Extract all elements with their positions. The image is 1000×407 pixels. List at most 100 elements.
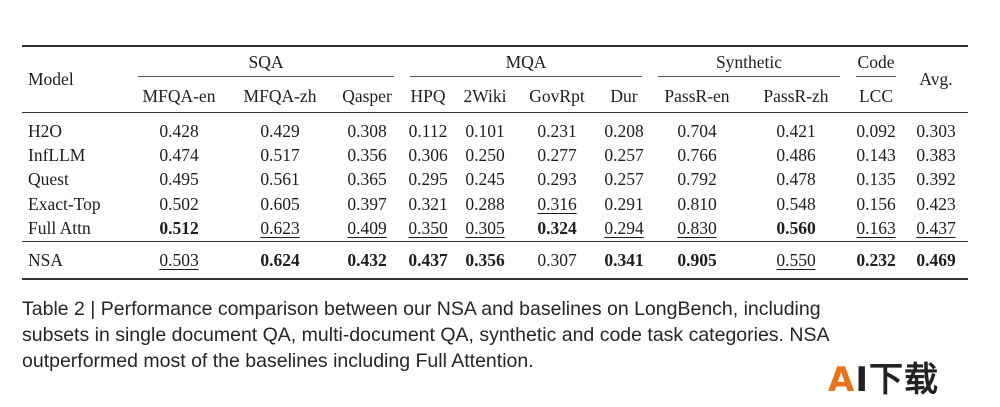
score-cell: 0.792 <box>650 168 744 193</box>
score-cell: 0.365 <box>332 168 402 193</box>
score-value: 0.548 <box>776 193 816 214</box>
score-cell: 0.502 <box>130 192 228 217</box>
watermark-logo-a: A <box>828 360 856 400</box>
score-value: 0.512 <box>159 218 199 239</box>
score-value: 0.383 <box>916 144 956 165</box>
score-value: 0.495 <box>159 169 199 190</box>
score-cell: 0.245 <box>454 168 516 193</box>
score-value: 0.245 <box>465 169 505 190</box>
score-value: 0.421 <box>776 120 816 141</box>
score-value: 0.092 <box>856 120 896 141</box>
score-value: 0.766 <box>677 144 717 165</box>
score-value: 0.277 <box>537 144 577 165</box>
score-cell: 0.135 <box>848 168 904 193</box>
score-value: 0.437 <box>916 218 956 239</box>
score-value: 0.143 <box>856 144 896 165</box>
score-value: 0.392 <box>916 169 956 190</box>
column-header: MFQA-zh <box>243 86 317 106</box>
group-header-row: Model SQA MQA Synthetic Code Avg. <box>22 46 968 89</box>
score-cell: 0.208 <box>598 113 650 144</box>
score-value: 0.257 <box>604 169 644 190</box>
score-cell: 0.232 <box>848 242 904 280</box>
score-value: 0.432 <box>347 249 387 270</box>
score-cell: 0.307 <box>516 242 598 280</box>
table-row: Quest 0.495 0.561 0.365 0.295 0.245 0.293 0.257… <box>22 168 968 193</box>
column-header: PassR-en <box>664 86 730 106</box>
score-value: 0.478 <box>776 169 816 190</box>
score-cell: 0.766 <box>650 143 744 168</box>
caption-line: subsets in single document QA, multi-doc… <box>22 324 830 346</box>
score-cell: 0.486 <box>744 143 848 168</box>
column-header: PassR-zh <box>763 86 829 106</box>
model-name-cell: Full Attn <box>28 218 91 239</box>
group-header-code: Code <box>848 46 904 81</box>
model-name-cell: H2O <box>28 120 63 141</box>
score-cell: 0.512 <box>130 217 228 242</box>
score-value: 0.135 <box>856 169 896 190</box>
score-cell: 0.478 <box>744 168 848 193</box>
score-value: 0.308 <box>347 120 387 141</box>
score-cell: 0.550 <box>744 242 848 280</box>
score-value: 0.316 <box>537 193 577 214</box>
score-cell: 0.156 <box>848 192 904 217</box>
table-row: Exact-Top 0.502 0.605 0.397 0.321 0.288 0.316 0… <box>22 192 968 217</box>
score-cell: 0.560 <box>744 217 848 242</box>
score-value: 0.550 <box>776 249 816 270</box>
score-cell: 0.423 <box>904 192 968 217</box>
score-value: 0.409 <box>347 218 387 239</box>
score-cell: 0.231 <box>516 113 598 144</box>
score-value: 0.365 <box>347 169 387 190</box>
score-value: 0.356 <box>465 249 505 270</box>
caption-line: Table 2 | Performance comparison between… <box>22 298 821 320</box>
score-value: 0.101 <box>465 120 505 141</box>
score-value: 0.502 <box>159 193 199 214</box>
watermark-logo-text: I下载 <box>855 360 939 400</box>
score-cell: 0.605 <box>228 192 332 217</box>
score-cell: 0.294 <box>598 217 650 242</box>
score-cell: 0.306 <box>402 143 454 168</box>
score-cell: 0.350 <box>402 217 454 242</box>
score-value: 0.830 <box>677 218 717 239</box>
score-cell: 0.437 <box>904 217 968 242</box>
score-value: 0.423 <box>916 193 956 214</box>
score-cell: 0.356 <box>332 143 402 168</box>
score-cell: 0.101 <box>454 113 516 144</box>
table-row: InfLLM 0.474 0.517 0.356 0.306 0.250 0.277 0.25… <box>22 143 968 168</box>
column-header: 2Wiki <box>463 86 507 106</box>
score-value: 0.306 <box>408 144 448 165</box>
score-cell: 0.316 <box>516 192 598 217</box>
score-value: 0.305 <box>465 218 505 239</box>
score-cell: 0.321 <box>402 192 454 217</box>
score-value: 0.293 <box>537 169 577 190</box>
score-cell: 0.163 <box>848 217 904 242</box>
avg-header: Avg. <box>919 69 953 89</box>
score-value: 0.341 <box>604 249 644 270</box>
score-value: 0.288 <box>465 193 505 214</box>
score-value: 0.231 <box>537 120 577 141</box>
score-cell: 0.305 <box>454 217 516 242</box>
column-header: GovRpt <box>529 86 585 106</box>
table-row: NSA 0.503 0.624 0.432 0.437 0.356 0.307 0.341 0.… <box>22 241 968 280</box>
score-cell: 0.429 <box>228 113 332 144</box>
score-value: 0.624 <box>260 249 300 270</box>
score-cell: 0.623 <box>228 217 332 242</box>
score-cell: 0.810 <box>650 192 744 217</box>
group-header-mqa: MQA <box>402 46 650 81</box>
score-value: 0.295 <box>408 169 448 190</box>
score-cell: 0.905 <box>650 242 744 280</box>
score-value: 0.623 <box>260 218 300 239</box>
table-body: H2O 0.428 0.429 0.308 0.112 0.101 0.231 0.208 0.… <box>22 113 968 280</box>
score-value: 0.704 <box>677 120 717 141</box>
score-cell: 0.428 <box>130 113 228 144</box>
score-value: 0.291 <box>604 193 644 214</box>
table-caption: Table 2 | Performance comparison between… <box>22 296 972 374</box>
score-value: 0.605 <box>260 193 300 214</box>
score-cell: 0.356 <box>454 242 516 280</box>
score-cell: 0.341 <box>598 242 650 280</box>
watermark-logo: AI下载 <box>828 360 978 400</box>
score-cell: 0.143 <box>848 143 904 168</box>
score-value: 0.307 <box>537 249 577 270</box>
score-cell: 0.397 <box>332 192 402 217</box>
score-value: 0.350 <box>408 218 448 239</box>
score-value: 0.560 <box>776 218 816 239</box>
